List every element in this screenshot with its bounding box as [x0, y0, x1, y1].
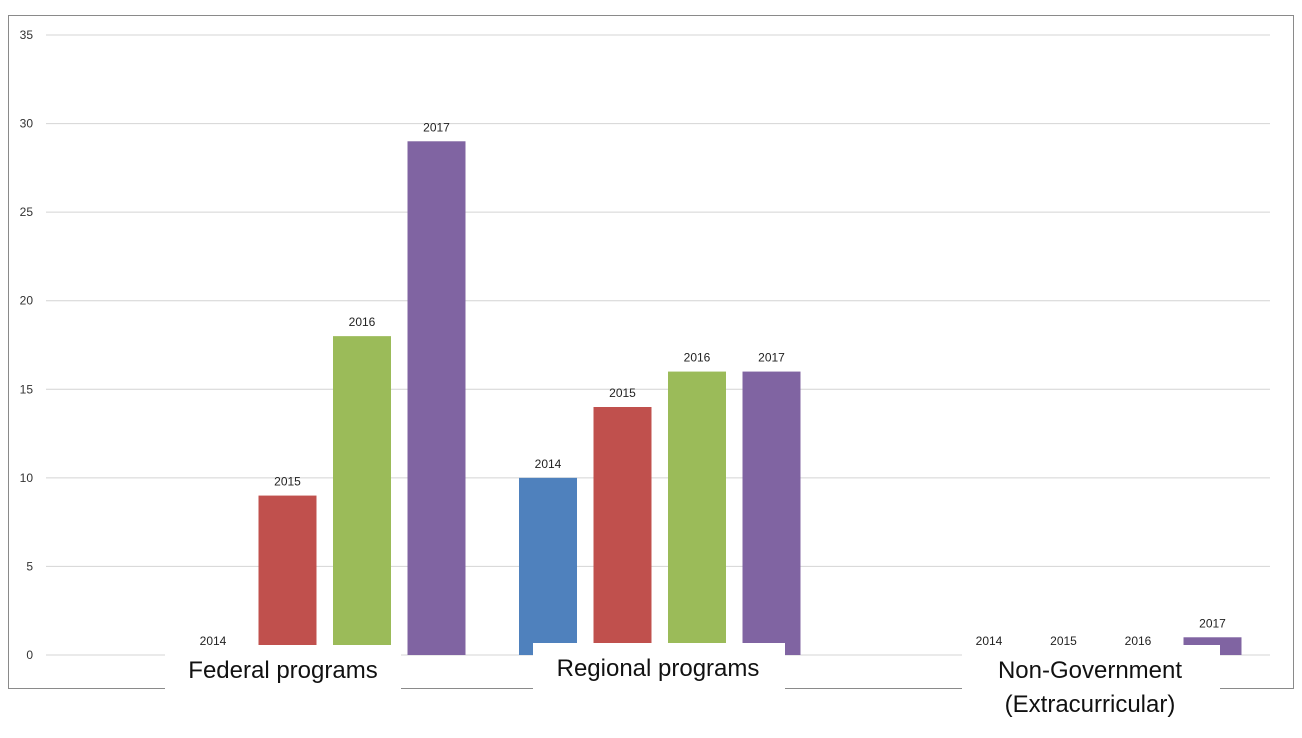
data-label-2016-group-2: 2016 [684, 351, 711, 365]
category-label-2: Regional programs [557, 655, 760, 682]
category-label-1: Federal programs [188, 657, 377, 684]
data-label-2015-group-3: 2015 [1050, 634, 1077, 648]
data-label-2014-group-1: 2014 [200, 634, 227, 648]
y-tick-label-5: 5 [26, 559, 33, 573]
bar-2017-group-1 [407, 141, 466, 656]
y-axis-tick-labels: 0 5 10 15 20 25 30 35 [20, 28, 34, 662]
y-tick-label-30: 30 [20, 117, 34, 131]
data-label-2014-group-2: 2014 [535, 457, 562, 471]
category-label-background-3 [962, 645, 1220, 723]
y-tick-label-35: 35 [20, 28, 34, 42]
data-label-2014-group-3: 2014 [976, 634, 1003, 648]
bars [258, 141, 1242, 656]
category-label-background-1 [165, 645, 401, 691]
bar-2015-group-1 [258, 495, 317, 655]
y-tick-label-25: 25 [20, 205, 34, 219]
data-label-2015-group-2: 2015 [609, 386, 636, 400]
bar-2016-group-2 [668, 371, 726, 655]
data-label-2015-group-1: 2015 [274, 475, 301, 489]
y-tick-label-20: 20 [20, 294, 34, 308]
data-label-2017-group-2: 2017 [758, 351, 785, 365]
data-label-2016-group-3: 2016 [1125, 634, 1152, 648]
y-tick-label-10: 10 [20, 471, 34, 485]
bar-2014-group-2 [519, 477, 577, 655]
bar-2015-group-2 [593, 407, 652, 655]
y-tick-label-15: 15 [20, 382, 34, 396]
bar-2016-group-1 [333, 336, 391, 655]
gridlines [46, 34, 1270, 656]
data-labels: 2014 2015 2016 2017 2014 2015 2016 2017 2014 2015… [200, 120, 1227, 648]
data-label-2016-group-1: 2016 [349, 315, 376, 329]
category-labels: Federal programs Regional programs Non-Gov… [165, 643, 1220, 723]
bar-2017-group-2 [742, 371, 801, 655]
category-label-background-2 [533, 643, 785, 689]
data-label-2017-group-1: 2017 [423, 120, 450, 134]
category-label-3: Non-Government (Extracurricular) [998, 657, 1182, 718]
data-label-2017-group-3: 2017 [1199, 616, 1226, 630]
y-tick-label-0: 0 [26, 648, 33, 662]
